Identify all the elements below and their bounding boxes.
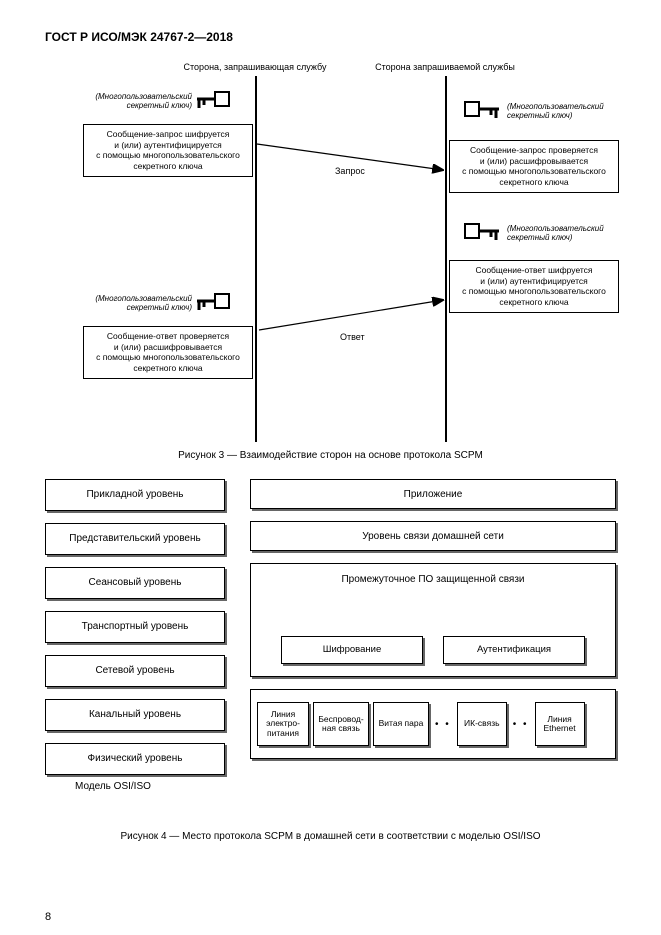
dots-separator: • • <box>433 719 453 730</box>
home-network-column: Приложение Уровень связи домашней сети П… <box>250 479 616 759</box>
key-icon <box>463 222 503 250</box>
msg-box-left-bot: Сообщение-ответ проверяетсяи (или) расши… <box>83 326 253 379</box>
arrow-label-request: Запрос <box>335 166 365 176</box>
media-container: Линия электро-питания Беспровод-ная связ… <box>250 689 616 759</box>
lifeline-left <box>255 76 257 442</box>
figure-4-caption: Рисунок 4 — Место протокола SCPM в домаш… <box>45 831 616 842</box>
middleware-container: Промежуточное ПО защищенной связи Шифров… <box>250 563 616 677</box>
osi-layer: Сетевой уровень <box>45 655 225 687</box>
key-note: (Многопользовательскийсекретный ключ) <box>87 294 192 312</box>
key-note: (Многопользовательскийсекретный ключ) <box>507 102 617 120</box>
figure-3-caption: Рисунок 3 — Взаимодействие сторон на осн… <box>45 450 616 461</box>
media-box: Линия Ethernet <box>535 702 585 746</box>
media-box: Линия электро-питания <box>257 702 309 746</box>
msg-box-right-mid: Сообщение-ответ шифруетсяи (или) аутенти… <box>449 260 619 313</box>
dots-separator: • • <box>511 719 531 730</box>
doc-header: ГОСТ Р ИСО/МЭК 24767-2—2018 <box>45 30 616 44</box>
osi-layer: Транспортный уровень <box>45 611 225 643</box>
media-box: Беспровод-ная связь <box>313 702 369 746</box>
fig3-right-header: Сторона запрашиваемой службы <box>365 62 525 72</box>
middleware-title: Промежуточное ПО защищенной связи <box>261 574 605 585</box>
osi-layer: Канальный уровень <box>45 699 225 731</box>
osi-model-label: Модель OSI/ISO <box>75 781 225 792</box>
osi-model-column: Прикладной уровень Представительский уро… <box>45 479 225 792</box>
lifeline-right <box>445 76 447 442</box>
figure-3: Сторона, запрашивающая службу Сторона за… <box>45 62 616 442</box>
home-app-layer: Приложение <box>250 479 616 509</box>
osi-layer: Физический уровень <box>45 743 225 775</box>
key-icon <box>463 100 503 128</box>
osi-layer: Представительский уровень <box>45 523 225 555</box>
msg-box-left-top: Сообщение-запрос шифруетсяи (или) аутент… <box>83 124 253 177</box>
arrow-response <box>255 296 447 336</box>
arrow-label-response: Ответ <box>340 332 365 342</box>
page-number: 8 <box>45 911 51 923</box>
osi-layer: Прикладной уровень <box>45 479 225 511</box>
osi-layer: Сеансовый уровень <box>45 567 225 599</box>
middleware-sub-encryption: Шифрование <box>281 636 423 664</box>
msg-box-right-top: Сообщение-запрос проверяетсяи (или) расш… <box>449 140 619 193</box>
key-icon <box>195 90 235 118</box>
figure-4: Прикладной уровень Представительский уро… <box>45 479 616 819</box>
media-box: Витая пара <box>373 702 429 746</box>
middleware-sub-auth: Аутентификация <box>443 636 585 664</box>
fig3-left-header: Сторона, запрашивающая службу <box>175 62 335 72</box>
key-icon <box>195 292 235 320</box>
key-note: (Многопользовательскийсекретный ключ) <box>507 224 617 242</box>
media-box: ИК-связь <box>457 702 507 746</box>
key-note: (Многопользовательскийсекретный ключ) <box>87 92 192 110</box>
home-link-layer: Уровень связи домашней сети <box>250 521 616 551</box>
